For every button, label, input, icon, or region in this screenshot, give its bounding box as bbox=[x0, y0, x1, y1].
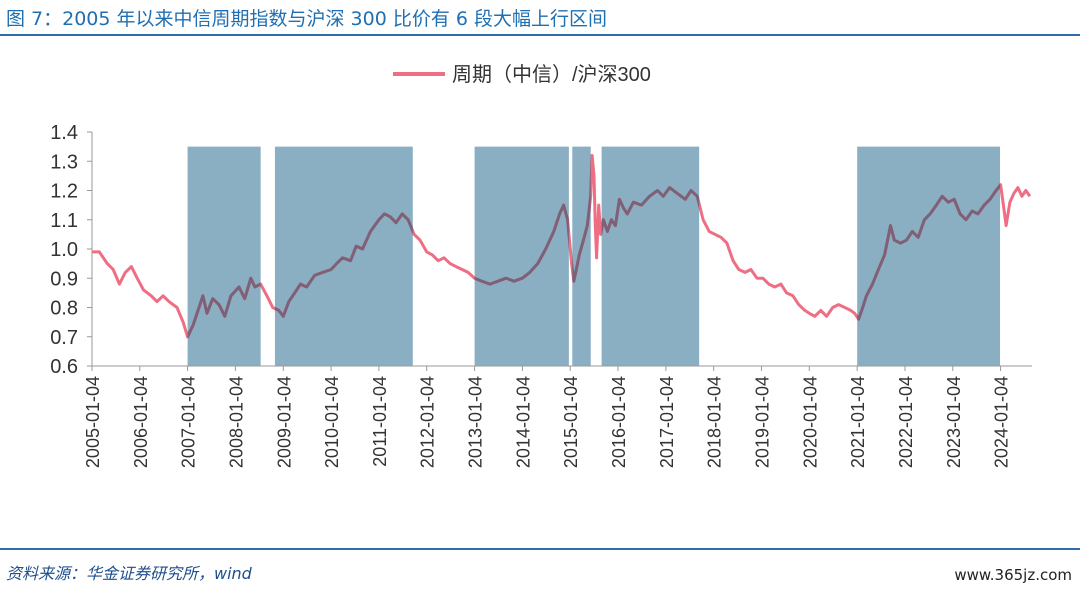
x-tick-label: 2021-01-04 bbox=[848, 376, 868, 468]
y-ticks: 0.6 0.7 0.8 0.9 1.0 1.1 1.2 1.3 1.4 bbox=[50, 122, 92, 378]
y-tick-label: 1.3 bbox=[50, 151, 78, 173]
y-tick-label: 0.9 bbox=[50, 268, 78, 290]
x-tick-label: 2010-01-04 bbox=[322, 376, 342, 468]
shaded-region bbox=[187, 146, 261, 366]
x-tick-label: 2023-01-04 bbox=[944, 376, 964, 468]
legend-label: 周期（中信）/沪深300 bbox=[452, 63, 651, 86]
y-tick-label: 1.1 bbox=[50, 210, 78, 232]
x-tick-label: 2014-01-04 bbox=[513, 376, 533, 468]
legend: 周期（中信）/沪深300 bbox=[393, 63, 651, 86]
shaded-regions bbox=[187, 146, 1001, 366]
y-tick-label: 0.8 bbox=[50, 298, 78, 320]
footer-rule bbox=[0, 548, 1080, 550]
y-tick-label: 1.4 bbox=[50, 122, 78, 144]
x-tick-label: 2019-01-04 bbox=[752, 376, 772, 468]
x-tick-label: 2022-01-04 bbox=[896, 376, 916, 468]
x-tick-label: 2016-01-04 bbox=[609, 376, 629, 468]
x-tick-label: 2007-01-04 bbox=[179, 376, 199, 468]
x-tick-label: 2015-01-04 bbox=[561, 376, 581, 468]
shaded-region bbox=[474, 146, 569, 366]
watermark: www.365jz.com bbox=[954, 566, 1072, 584]
x-tick-label: 2013-01-04 bbox=[466, 376, 486, 468]
y-tick-label: 0.7 bbox=[50, 327, 78, 349]
x-tick-label: 2005-01-04 bbox=[83, 376, 103, 468]
shaded-region bbox=[601, 146, 700, 366]
source-note: 资料来源：华金证券研究所，wind bbox=[6, 564, 252, 583]
x-tick-label: 2006-01-04 bbox=[131, 376, 151, 468]
y-tick-label: 0.6 bbox=[50, 356, 78, 378]
y-tick-label: 1.2 bbox=[50, 181, 78, 203]
x-tick-label: 2020-01-04 bbox=[800, 376, 820, 468]
y-tick-label: 1.0 bbox=[50, 239, 78, 261]
shaded-region bbox=[274, 146, 413, 366]
x-tick-label: 2008-01-04 bbox=[226, 376, 246, 468]
chart: 周期（中信）/沪深300 0.6 0.7 0.8 0.9 1.0 1.1 1.2 1.3 1.4 2… bbox=[50, 63, 1032, 468]
x-tick-label: 2011-01-04 bbox=[370, 376, 390, 467]
figure-title: 图 7：2005 年以来中信周期指数与沪深 300 比价有 6 段大幅上行区间 bbox=[6, 8, 608, 30]
shaded-region bbox=[857, 146, 1001, 366]
x-tick-label: 2012-01-04 bbox=[418, 376, 438, 468]
x-tick-label: 2009-01-04 bbox=[274, 376, 294, 468]
x-tick-label: 2018-01-04 bbox=[705, 376, 725, 468]
shaded-region bbox=[572, 146, 591, 366]
x-tick-label: 2024-01-04 bbox=[992, 376, 1012, 468]
x-tick-label: 2017-01-04 bbox=[657, 376, 677, 468]
header-rule bbox=[0, 34, 1080, 36]
x-ticks: 2005-01-04 2006-01-04 2007-01-04 2008-01-04… bbox=[83, 366, 1012, 468]
